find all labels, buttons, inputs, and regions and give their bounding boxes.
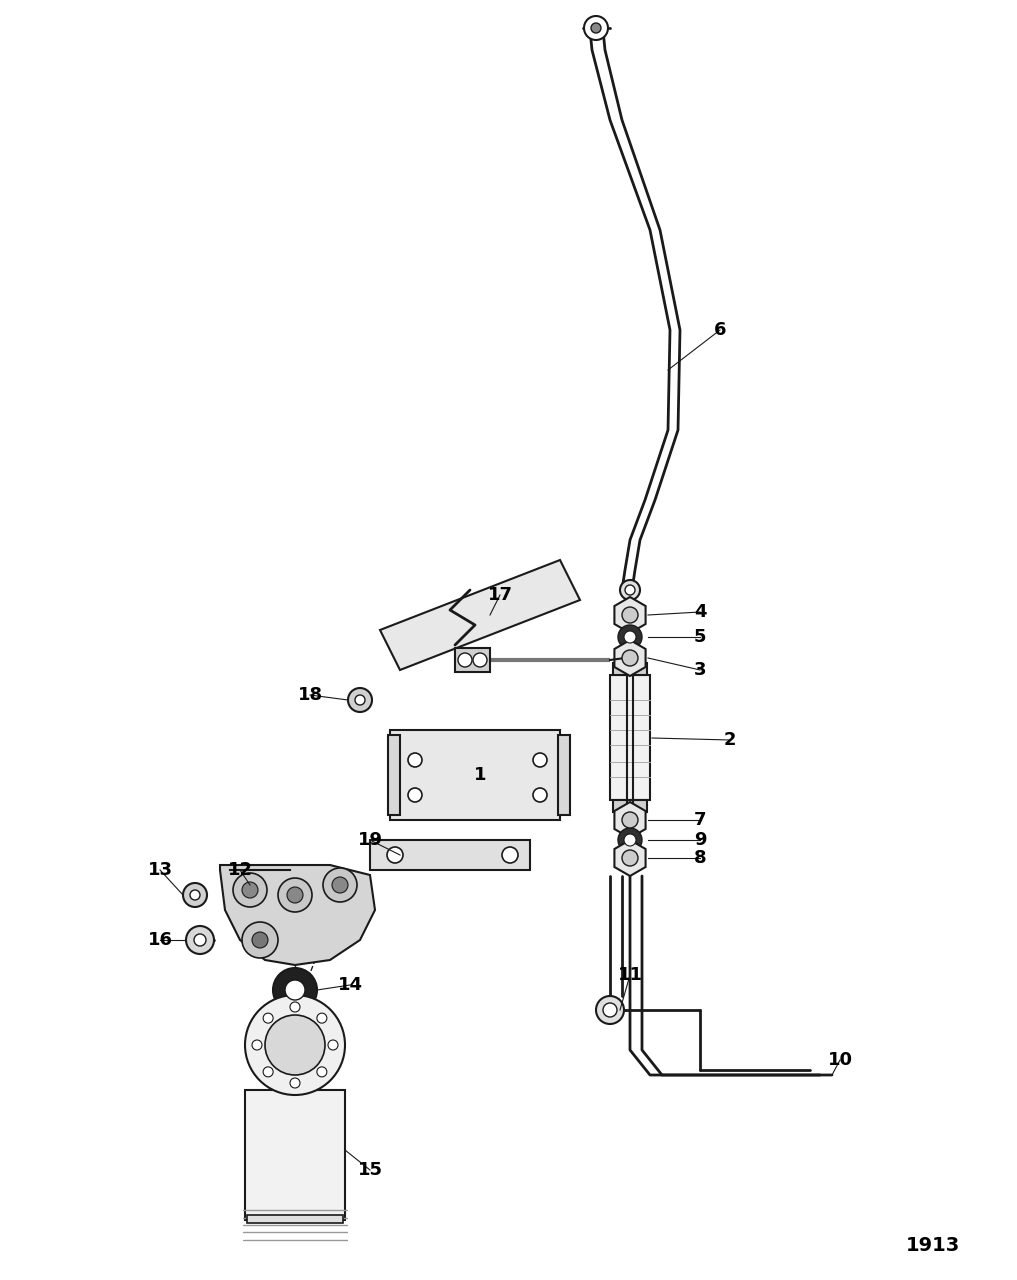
Text: 10: 10 — [828, 1051, 852, 1069]
Circle shape — [323, 868, 357, 902]
Text: 17: 17 — [487, 586, 513, 604]
Text: 2: 2 — [724, 731, 736, 749]
Polygon shape — [390, 730, 560, 820]
Polygon shape — [455, 648, 490, 672]
Text: 12: 12 — [228, 861, 252, 879]
Circle shape — [263, 1014, 274, 1023]
Circle shape — [317, 1014, 326, 1023]
Text: 11: 11 — [617, 966, 643, 984]
Circle shape — [622, 607, 638, 623]
Circle shape — [317, 1066, 326, 1076]
Bar — [370, 840, 530, 870]
Text: 7: 7 — [694, 812, 706, 829]
Polygon shape — [558, 735, 570, 815]
Circle shape — [622, 650, 638, 666]
Circle shape — [273, 968, 317, 1012]
Circle shape — [618, 625, 642, 649]
Text: 8: 8 — [694, 849, 707, 867]
Text: 15: 15 — [358, 1161, 382, 1179]
Circle shape — [622, 812, 638, 828]
Polygon shape — [220, 865, 375, 965]
Circle shape — [233, 873, 267, 908]
Circle shape — [245, 995, 345, 1094]
Text: 9: 9 — [694, 831, 706, 849]
Text: 6: 6 — [714, 321, 726, 339]
Circle shape — [242, 882, 258, 899]
Circle shape — [263, 1066, 274, 1076]
Bar — [613, 800, 647, 812]
Text: 13: 13 — [147, 861, 173, 879]
Circle shape — [252, 932, 268, 948]
Text: 19: 19 — [358, 831, 382, 849]
Circle shape — [591, 23, 601, 33]
Circle shape — [183, 883, 207, 908]
Circle shape — [265, 1015, 325, 1075]
Circle shape — [252, 1039, 262, 1050]
Bar — [247, 1215, 343, 1222]
Text: 1913: 1913 — [906, 1236, 960, 1254]
Circle shape — [502, 847, 518, 863]
Polygon shape — [614, 803, 646, 838]
Circle shape — [584, 15, 608, 40]
Circle shape — [190, 890, 200, 900]
Circle shape — [603, 1004, 617, 1018]
Circle shape — [194, 934, 206, 946]
Circle shape — [408, 788, 422, 803]
Circle shape — [387, 847, 403, 863]
Circle shape — [533, 753, 547, 767]
Circle shape — [624, 835, 636, 846]
Circle shape — [596, 996, 624, 1024]
Circle shape — [328, 1039, 338, 1050]
Circle shape — [278, 878, 312, 911]
Text: 5: 5 — [694, 628, 706, 646]
Circle shape — [625, 585, 635, 595]
Circle shape — [290, 1078, 300, 1088]
Text: 4: 4 — [694, 603, 706, 621]
Circle shape — [242, 922, 278, 957]
Polygon shape — [614, 640, 646, 676]
Circle shape — [618, 828, 642, 852]
Polygon shape — [388, 735, 400, 815]
Circle shape — [285, 980, 305, 1000]
Text: 18: 18 — [297, 686, 322, 704]
Circle shape — [622, 850, 638, 867]
Polygon shape — [614, 596, 646, 634]
Circle shape — [186, 925, 214, 954]
Text: 3: 3 — [694, 660, 706, 678]
Circle shape — [624, 631, 636, 643]
Bar — [610, 675, 650, 800]
Circle shape — [408, 753, 422, 767]
Circle shape — [620, 580, 640, 600]
Circle shape — [348, 689, 372, 712]
Circle shape — [458, 653, 472, 667]
Polygon shape — [614, 840, 646, 876]
Circle shape — [290, 1002, 300, 1012]
Circle shape — [287, 887, 303, 902]
Circle shape — [355, 695, 365, 705]
Circle shape — [473, 653, 487, 667]
Text: 16: 16 — [147, 931, 173, 948]
Circle shape — [533, 788, 547, 803]
Bar — [613, 663, 647, 675]
Bar — [245, 1091, 345, 1220]
Text: 14: 14 — [338, 975, 362, 995]
Circle shape — [332, 877, 348, 893]
Polygon shape — [380, 561, 580, 669]
Text: 1: 1 — [474, 765, 486, 783]
